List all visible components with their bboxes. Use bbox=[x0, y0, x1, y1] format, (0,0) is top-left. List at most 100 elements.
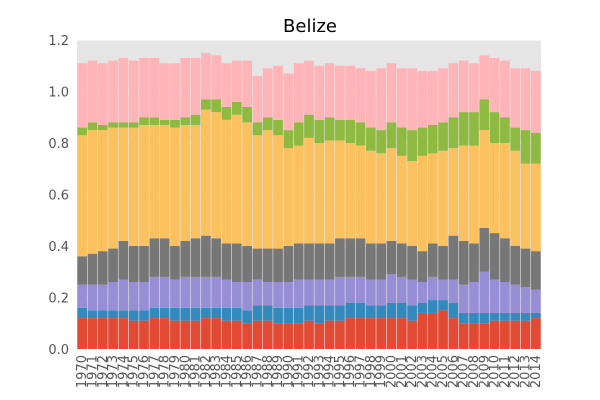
bar-segment-1972-4 bbox=[97, 130, 108, 252]
bar-segment-1983-2 bbox=[211, 276, 222, 308]
bar-segment-1982-2 bbox=[201, 276, 211, 308]
x-tick-label: 2003 bbox=[415, 355, 430, 388]
bar-segment-2005-5 bbox=[438, 122, 448, 151]
bar-segment-2010-3 bbox=[489, 233, 500, 280]
bar-segment-1991-6 bbox=[293, 63, 304, 123]
bar-segment-2000-6 bbox=[386, 63, 397, 123]
x-tick-label: 2008 bbox=[467, 355, 482, 388]
bar-segment-2014-0 bbox=[530, 318, 541, 349]
x-tick-label: 1971 bbox=[85, 355, 100, 388]
bar-segment-2011-2 bbox=[500, 282, 510, 313]
bar-segment-1972-1 bbox=[97, 310, 108, 319]
bar-segment-2007-5 bbox=[458, 112, 469, 146]
bar-segment-1971-0 bbox=[87, 318, 98, 349]
x-tick-label: 1977 bbox=[147, 355, 162, 388]
bar-segment-1986-0 bbox=[242, 323, 252, 349]
bar-segment-1988-0 bbox=[262, 320, 273, 349]
bar-segment-1979-4 bbox=[170, 127, 180, 246]
bar-segment-1972-5 bbox=[97, 124, 108, 131]
bar-segment-2013-0 bbox=[520, 320, 531, 349]
bar-segment-2002-0 bbox=[407, 320, 417, 349]
bar-segment-1980-3 bbox=[180, 240, 191, 277]
bar-segment-2008-5 bbox=[469, 112, 479, 146]
bar-segment-1970-0 bbox=[77, 318, 88, 349]
bar-segment-1989-1 bbox=[273, 307, 283, 324]
x-tick-label: 1999 bbox=[374, 355, 389, 388]
bar-segment-1975-1 bbox=[128, 310, 139, 321]
bar-segment-1994-0 bbox=[324, 320, 335, 349]
bar-segment-1993-4 bbox=[314, 143, 325, 244]
bar-segment-1980-0 bbox=[180, 320, 191, 349]
bar-segment-1995-0 bbox=[335, 320, 345, 349]
bar-segment-1970-3 bbox=[77, 256, 88, 285]
bar-segment-1971-4 bbox=[87, 130, 98, 254]
bar-segment-1997-0 bbox=[355, 318, 366, 349]
bar-segment-1970-6 bbox=[77, 63, 88, 128]
x-tick-label: 1970 bbox=[75, 355, 90, 388]
bar-segment-1977-2 bbox=[149, 276, 160, 308]
bar-segment-1988-3 bbox=[262, 248, 273, 283]
x-tick-label: 1974 bbox=[116, 355, 131, 388]
bar-segment-1998-6 bbox=[366, 70, 376, 128]
x-axis: 1970197119721973197419751976197719781979… bbox=[75, 355, 544, 388]
bar-segment-1973-2 bbox=[108, 282, 118, 311]
bar-segment-1986-2 bbox=[242, 282, 252, 311]
bar-segment-1970-2 bbox=[77, 284, 88, 308]
bar-segment-2005-6 bbox=[438, 68, 448, 123]
bar-segment-2006-5 bbox=[448, 117, 459, 149]
bar-segment-1992-6 bbox=[304, 60, 314, 115]
bar-segment-1987-5 bbox=[252, 122, 263, 136]
bar-segment-2004-5 bbox=[427, 124, 438, 154]
bar-segment-1984-1 bbox=[221, 307, 232, 321]
bar-segment-1984-0 bbox=[221, 320, 232, 349]
x-tick-label: 1989 bbox=[271, 355, 286, 388]
bar-segment-1992-1 bbox=[304, 305, 314, 321]
bars-layer bbox=[77, 52, 541, 349]
bar-segment-1977-3 bbox=[149, 238, 160, 277]
bar-segment-2009-5 bbox=[479, 99, 490, 131]
bar-segment-1988-2 bbox=[262, 282, 273, 306]
bar-segment-1985-1 bbox=[231, 307, 242, 321]
bar-segment-1974-6 bbox=[118, 58, 129, 123]
bar-segment-2006-6 bbox=[448, 63, 459, 118]
bar-segment-2010-1 bbox=[489, 312, 500, 321]
bar-segment-1988-5 bbox=[262, 117, 273, 131]
bar-segment-1993-6 bbox=[314, 65, 325, 120]
bar-segment-2013-5 bbox=[520, 130, 531, 164]
x-tick-label: 1986 bbox=[240, 355, 255, 388]
bar-segment-1974-1 bbox=[118, 310, 129, 319]
bar-segment-1983-3 bbox=[211, 238, 222, 277]
bar-segment-1999-6 bbox=[376, 68, 387, 131]
bar-segment-1984-3 bbox=[221, 243, 232, 280]
bar-segment-1996-1 bbox=[345, 302, 356, 319]
bar-segment-1984-6 bbox=[221, 63, 232, 107]
bar-segment-1998-3 bbox=[366, 243, 376, 280]
bar-segment-2004-0 bbox=[427, 312, 438, 349]
x-tick-label: 1975 bbox=[127, 355, 142, 388]
x-tick-label: 1991 bbox=[292, 355, 307, 388]
bar-segment-1980-1 bbox=[180, 307, 191, 321]
bar-segment-2000-5 bbox=[386, 122, 397, 149]
bar-segment-1976-6 bbox=[139, 58, 149, 118]
x-tick-label: 1983 bbox=[209, 355, 224, 388]
bar-segment-1990-1 bbox=[283, 307, 294, 324]
bar-segment-1989-6 bbox=[273, 65, 283, 120]
bar-segment-1991-0 bbox=[293, 323, 304, 349]
bar-segment-1996-0 bbox=[345, 318, 356, 349]
y-tick-label: 1.0 bbox=[48, 86, 69, 101]
bar-segment-2000-2 bbox=[386, 274, 397, 303]
y-tick-label: 1.2 bbox=[48, 34, 69, 49]
bar-segment-1994-2 bbox=[324, 279, 335, 306]
bar-segment-1979-6 bbox=[170, 63, 180, 120]
x-tick-label: 2007 bbox=[457, 355, 472, 388]
bar-segment-2000-4 bbox=[386, 148, 397, 241]
bar-segment-1975-3 bbox=[128, 246, 139, 283]
bar-segment-1985-2 bbox=[231, 282, 242, 308]
bar-segment-1983-4 bbox=[211, 112, 222, 239]
bar-segment-2014-1 bbox=[530, 312, 541, 319]
bar-segment-2002-1 bbox=[407, 305, 417, 321]
bar-segment-2011-3 bbox=[500, 238, 510, 283]
bar-segment-1975-4 bbox=[128, 127, 139, 246]
bar-segment-1996-3 bbox=[345, 238, 356, 277]
bar-segment-1971-1 bbox=[87, 310, 98, 319]
